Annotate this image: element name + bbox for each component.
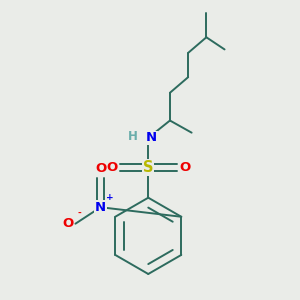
Text: O: O xyxy=(62,217,73,230)
Text: O: O xyxy=(106,161,118,174)
Text: +: + xyxy=(106,193,114,202)
Text: -: - xyxy=(77,209,81,218)
Text: O: O xyxy=(95,162,106,175)
Text: N: N xyxy=(146,131,157,144)
Text: O: O xyxy=(179,161,190,174)
Text: H: H xyxy=(128,130,138,143)
Text: N: N xyxy=(95,201,106,214)
Text: S: S xyxy=(143,160,154,175)
